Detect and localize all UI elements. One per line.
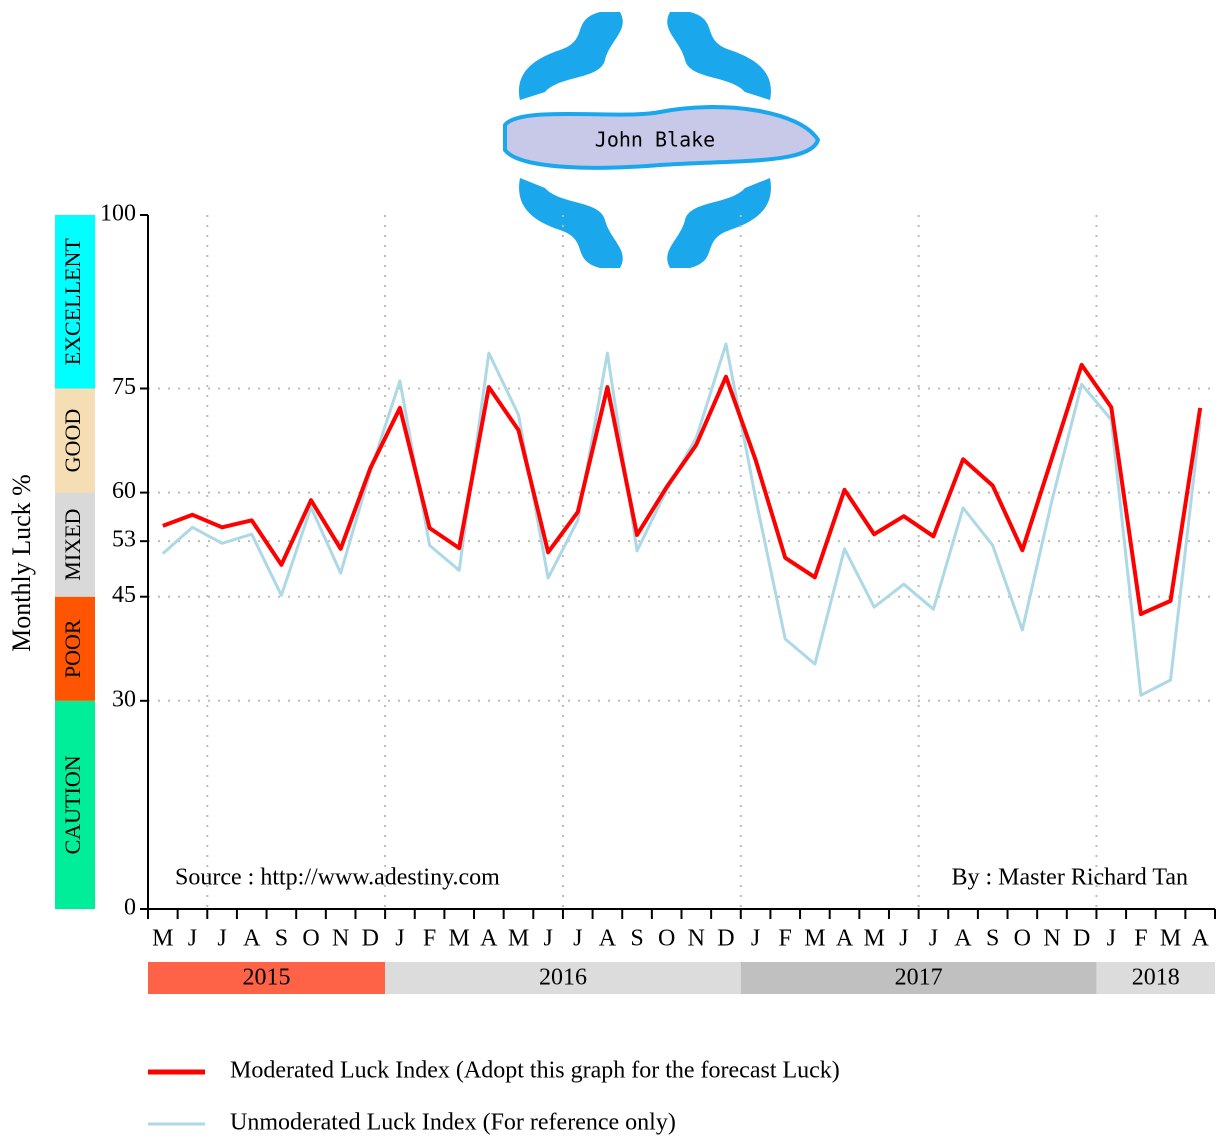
annotation: Source : http://www.adestiny.com: [175, 865, 500, 891]
year-band: [1096, 962, 1215, 994]
y-tick-label: 0: [124, 895, 136, 921]
x-tick-label: J: [929, 926, 938, 952]
year-label: 2018: [1132, 965, 1180, 991]
x-tick-label: M: [1160, 926, 1181, 952]
y-tick-label: 100: [100, 201, 136, 227]
y-tick-label: 30: [112, 686, 136, 712]
year-band: [385, 962, 741, 994]
x-tick-label: N: [332, 926, 349, 952]
series-line: [162, 362, 1203, 617]
x-tick-label: A: [954, 926, 972, 952]
legend-label: Unmoderated Luck Index (For reference on…: [230, 1110, 676, 1136]
x-tick-label: D: [362, 926, 379, 952]
y-tick-label: 60: [112, 478, 136, 504]
x-tick-label: D: [717, 926, 734, 952]
x-tick-label: M: [152, 926, 173, 952]
zone-label: MIXED: [60, 509, 85, 581]
x-tick-label: J: [573, 926, 582, 952]
zone-band: [55, 492, 95, 597]
x-tick-label: A: [480, 926, 498, 952]
zone-label: POOR: [60, 619, 85, 678]
x-tick-label: J: [217, 926, 226, 952]
annotation: By : Master Richard Tan: [952, 865, 1189, 891]
x-tick-label: A: [243, 926, 261, 952]
x-tick-label: O: [1014, 926, 1031, 952]
zone-band: [55, 596, 95, 701]
x-tick-label: A: [599, 926, 617, 952]
x-tick-label: F: [1134, 926, 1147, 952]
zone-band: [55, 215, 95, 389]
x-tick-label: S: [275, 926, 288, 952]
y-axis-label: Monthly Luck %: [7, 474, 36, 652]
x-tick-label: J: [395, 926, 404, 952]
x-tick-label: M: [449, 926, 470, 952]
x-tick-label: F: [779, 926, 792, 952]
x-tick-label: O: [658, 926, 675, 952]
x-tick-label: S: [986, 926, 999, 952]
zone-band: [55, 388, 95, 493]
y-tick-label: 75: [112, 374, 136, 400]
series-line: [161, 342, 1202, 697]
x-tick-label: A: [1192, 926, 1210, 952]
x-tick-label: A: [836, 926, 854, 952]
legend-label: Moderated Luck Index (Adopt this graph f…: [230, 1058, 840, 1084]
x-tick-label: J: [188, 926, 197, 952]
year-label: 2016: [539, 965, 587, 991]
x-tick-label: F: [423, 926, 436, 952]
x-tick-label: S: [630, 926, 643, 952]
x-tick-label: J: [543, 926, 552, 952]
x-tick-label: N: [1043, 926, 1060, 952]
x-tick-label: J: [751, 926, 760, 952]
y-tick-label: 45: [112, 582, 136, 608]
year-band: [148, 962, 386, 994]
x-tick-label: J: [899, 926, 908, 952]
x-tick-label: M: [804, 926, 825, 952]
zone-band: [55, 700, 95, 909]
x-tick-label: M: [863, 926, 884, 952]
x-tick-label: D: [1073, 926, 1090, 952]
x-tick-label: M: [508, 926, 529, 952]
logo-text: John Blake: [595, 128, 715, 152]
y-tick-label: 53: [112, 527, 136, 553]
x-tick-label: J: [1107, 926, 1116, 952]
x-tick-label: O: [302, 926, 319, 952]
x-tick-label: N: [688, 926, 705, 952]
year-band: [740, 962, 1097, 994]
zone-label: GOOD: [60, 409, 85, 473]
zone-label: EXCELLENT: [60, 238, 85, 366]
year-label: 2017: [895, 965, 943, 991]
zone-label: CAUTION: [60, 755, 85, 854]
logo: John Blake: [503, 12, 821, 268]
year-label: 2015: [243, 965, 291, 991]
